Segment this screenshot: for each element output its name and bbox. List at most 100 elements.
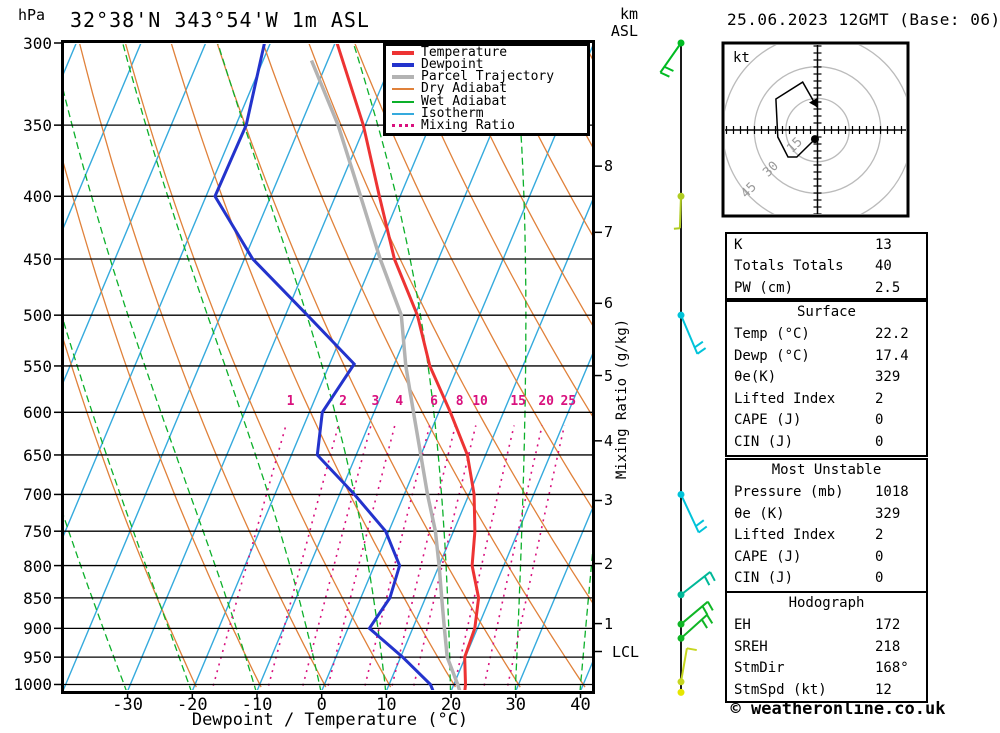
isotherm-swatch-icon	[392, 112, 414, 115]
pressure-tick-label: 950	[23, 648, 52, 668]
table-row-value: 40	[875, 258, 892, 275]
table-row: Temp (°C) 22.2	[727, 324, 926, 346]
legend: Temperature Dewpoint Parcel Trajectory Dry …	[383, 43, 590, 136]
table-row-label: K	[734, 236, 743, 253]
table-row: CAPE (J) 0	[727, 410, 926, 432]
table-row-value: 168°	[875, 660, 909, 677]
table-row-label: θe (K)	[734, 505, 785, 522]
mixing-ratio-line	[363, 425, 431, 690]
table-row-label: Pressure (mb)	[734, 484, 844, 501]
table-row-label: SREH	[734, 638, 768, 655]
table-row-label: CIN (J)	[734, 570, 794, 587]
table-row-value: 1018	[875, 484, 909, 501]
temp-tick-label: 30	[505, 695, 527, 715]
legend-item-label: Wet Adiabat	[421, 93, 508, 109]
mixing-ratio-line	[326, 425, 396, 690]
dry-adiabat-line	[354, 44, 592, 509]
hodograph	[725, 45, 906, 214]
table-row: θe (K) 329	[727, 503, 926, 525]
table-row: PW (cm) 2.5	[727, 277, 926, 299]
km-tick-label: 8	[604, 157, 614, 176]
mixing-ratio-line	[300, 425, 372, 690]
dry-adiabat-line	[64, 162, 262, 688]
km-tick-label: 5	[604, 366, 614, 385]
wet-adiabat-line	[64, 320, 192, 690]
temp-tick-label: 20	[440, 695, 462, 715]
dry-adiabat-line	[262, 44, 586, 688]
table-row-label: StmDir	[734, 660, 785, 677]
isotherm-line	[191, 44, 465, 690]
mixing-ratio-value-label: 10	[472, 394, 488, 409]
pressure-tick-label: 800	[23, 556, 52, 576]
copyright-credit: © weatheronline.co.uk	[730, 699, 946, 719]
pressure-tick-label: 300	[23, 34, 52, 53]
mixing-ratio-axis-title: Mixing Ratio (g/kg)	[614, 318, 630, 480]
pressure-tick-label: 650	[23, 445, 52, 465]
legend-item: Mixing Ratio	[386, 119, 587, 132]
table-row-value: 22.2	[875, 326, 909, 343]
table-row: StmDir 168°	[727, 658, 926, 680]
hodograph-unit-label: kt	[733, 50, 750, 66]
legend-item-label: Dewpoint	[421, 57, 484, 73]
table-row: CIN (J) 0	[727, 568, 926, 590]
temp-tick-label: 0	[316, 695, 327, 715]
wind-barb	[677, 311, 707, 355]
mixing-ratio-value-label: 3	[371, 394, 380, 409]
dry-adiabat-line	[170, 44, 456, 688]
dry-adiabat-line	[308, 44, 592, 603]
table-row-value: 0	[875, 433, 884, 450]
table-row: Totals Totals 40	[727, 256, 926, 278]
legend-item-label: Isotherm	[421, 105, 484, 121]
dry-adiabat-line	[400, 44, 592, 417]
wet-adiabat-line	[513, 44, 527, 690]
pressure-tick-label: 900	[23, 619, 52, 639]
legend-item-label: Temperature	[421, 45, 508, 61]
table-row-label: EH	[734, 617, 751, 634]
pressure-tick-label: 750	[23, 522, 52, 542]
pressure-tick-label: 350	[23, 116, 52, 136]
dry-adiabat-line	[446, 44, 592, 326]
temp-tick-label: 10	[376, 695, 397, 715]
table-row: Dewp (°C) 17.4	[727, 345, 926, 367]
storm-motion-dot	[810, 135, 819, 144]
table-section-title: Most Unstable	[771, 462, 882, 478]
temp-tick-label: 40	[570, 695, 591, 715]
pressure-tick-label: 550	[23, 356, 52, 376]
temperature-swatch-icon	[392, 51, 414, 56]
plot-area	[64, 44, 592, 690]
table-row-value: 2	[875, 390, 884, 407]
km-tick-label: 2	[604, 554, 614, 573]
table-row: StmSpd (kt) 12	[727, 679, 926, 701]
metrics-table-most-unstable: Most Unstable Pressure (mb) 1018 θe (K) 329 L…	[725, 458, 928, 593]
wet-adiabat-line	[122, 44, 322, 690]
plot-border	[61, 40, 595, 694]
dry-adiabat-swatch-icon	[392, 88, 414, 91]
table-row-label: PW (cm)	[734, 279, 794, 296]
wind-barb	[677, 614, 714, 642]
mixing-ratio-line	[390, 425, 457, 690]
table-row-value: 0	[875, 570, 884, 587]
temp-tick-label: -20	[176, 695, 208, 715]
table-row-value: 0	[875, 412, 884, 429]
km-tick-label: 6	[604, 294, 614, 313]
pressure-tick-label: 400	[23, 187, 52, 207]
isotherm-line	[64, 44, 142, 229]
mixing-ratio-value-label: 8	[455, 394, 464, 409]
legend-item: Wet Adiabat	[386, 93, 587, 109]
temperature-curve	[335, 44, 481, 690]
legend-item: Dry Adiabat	[386, 82, 587, 95]
km-tick-label: 3	[604, 491, 614, 510]
km-tick-label: 4	[604, 431, 614, 450]
table-row-label: Lifted Index	[734, 527, 836, 544]
table-row-value: 2.5	[875, 279, 901, 296]
table-row-value: 12	[875, 681, 892, 698]
table-row-label: Dewp (°C)	[734, 347, 810, 364]
dry-adiabat-line	[79, 44, 327, 688]
table-row-label: StmSpd (kt)	[734, 681, 827, 698]
table-row: Lifted Index 2	[727, 388, 926, 410]
isotherm-line	[256, 44, 530, 690]
table-row: CAPE (J) 0	[727, 546, 926, 568]
legend-item-label: Parcel Trajectory	[421, 69, 555, 85]
dry-adiabat-line	[216, 44, 521, 688]
